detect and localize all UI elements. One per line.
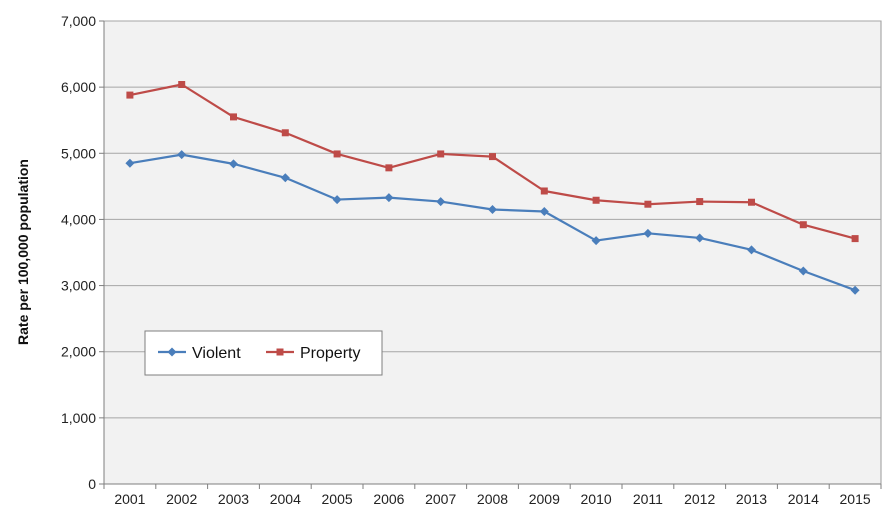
legend-label: Property [300, 345, 360, 362]
legend-item-violent: Violent [158, 345, 241, 362]
property-point [644, 200, 652, 208]
property-point [748, 198, 755, 206]
y-tick-label: 3,000 [61, 278, 96, 294]
property-point [851, 235, 859, 243]
x-tick-label: 2015 [840, 491, 871, 507]
violent-point [280, 173, 290, 183]
violent-point [177, 150, 187, 160]
x-tick-label: 2003 [218, 491, 249, 507]
violent-point [643, 228, 653, 238]
x-tick-label: 2009 [529, 491, 560, 507]
property-point [126, 91, 134, 99]
x-tick-label: 2005 [322, 491, 353, 507]
x-axis-ticks: 2001 2002 2003 2004 2005 2006 2007 2008 2009 2010… [103, 484, 882, 507]
property-point [281, 129, 289, 137]
violent-point [850, 285, 860, 295]
property-series [126, 80, 859, 243]
y-axis-ticks: 0 1,000 2,000 3,000 4,000 5,000 6,000 7,000 [61, 13, 104, 492]
property-point [489, 153, 496, 161]
property-point [437, 150, 445, 158]
property-point [230, 113, 237, 121]
violent-point [488, 205, 497, 215]
violent-point [125, 158, 135, 168]
axes [103, 21, 881, 485]
legend-label: Violent [192, 345, 241, 362]
x-tick-label: 2001 [114, 491, 145, 507]
y-axis-label: Rate per 100,000 population [15, 159, 31, 345]
x-tick-label: 2004 [270, 491, 301, 507]
violent-point [384, 193, 394, 203]
y-tick-label: 1,000 [61, 410, 96, 426]
property-point [799, 221, 807, 229]
x-tick-label: 2008 [477, 491, 508, 507]
property-point [696, 198, 704, 206]
y-tick-label: 2,000 [61, 344, 96, 360]
x-tick-label: 2002 [166, 491, 197, 507]
property-point [178, 80, 186, 88]
violent-point [539, 206, 549, 216]
x-tick-label: 2006 [373, 491, 404, 507]
violent-point [747, 245, 756, 255]
series [125, 80, 860, 295]
y-tick-label: 5,000 [61, 145, 96, 161]
x-tick-label: 2014 [788, 491, 819, 507]
y-tick-label: 4,000 [61, 211, 96, 227]
property-point [385, 164, 393, 172]
legend-item-property: Property [266, 345, 360, 362]
plot-area [103, 20, 882, 485]
legend: Violent Property [144, 330, 383, 376]
legend-swatch-marker [276, 348, 284, 356]
x-tick-label: 2013 [736, 491, 767, 507]
property-point [333, 150, 341, 158]
violent-point [798, 266, 808, 276]
x-tick-label: 2012 [684, 491, 715, 507]
violent-point [332, 195, 342, 205]
property-point [592, 196, 600, 204]
violent-point [591, 236, 601, 246]
property-point [540, 187, 548, 195]
violent-point [229, 159, 238, 169]
violent-point [695, 233, 705, 243]
y-tick-label: 0 [88, 476, 96, 492]
y-tick-label: 6,000 [61, 79, 96, 95]
y-tick-label: 7,000 [61, 13, 96, 29]
legend-swatch-marker [167, 347, 177, 357]
x-tick-label: 2007 [425, 491, 456, 507]
violent-point [436, 197, 446, 207]
x-tick-label: 2010 [581, 491, 612, 507]
x-tick-label: 2011 [633, 491, 663, 507]
violent-series [125, 150, 860, 295]
